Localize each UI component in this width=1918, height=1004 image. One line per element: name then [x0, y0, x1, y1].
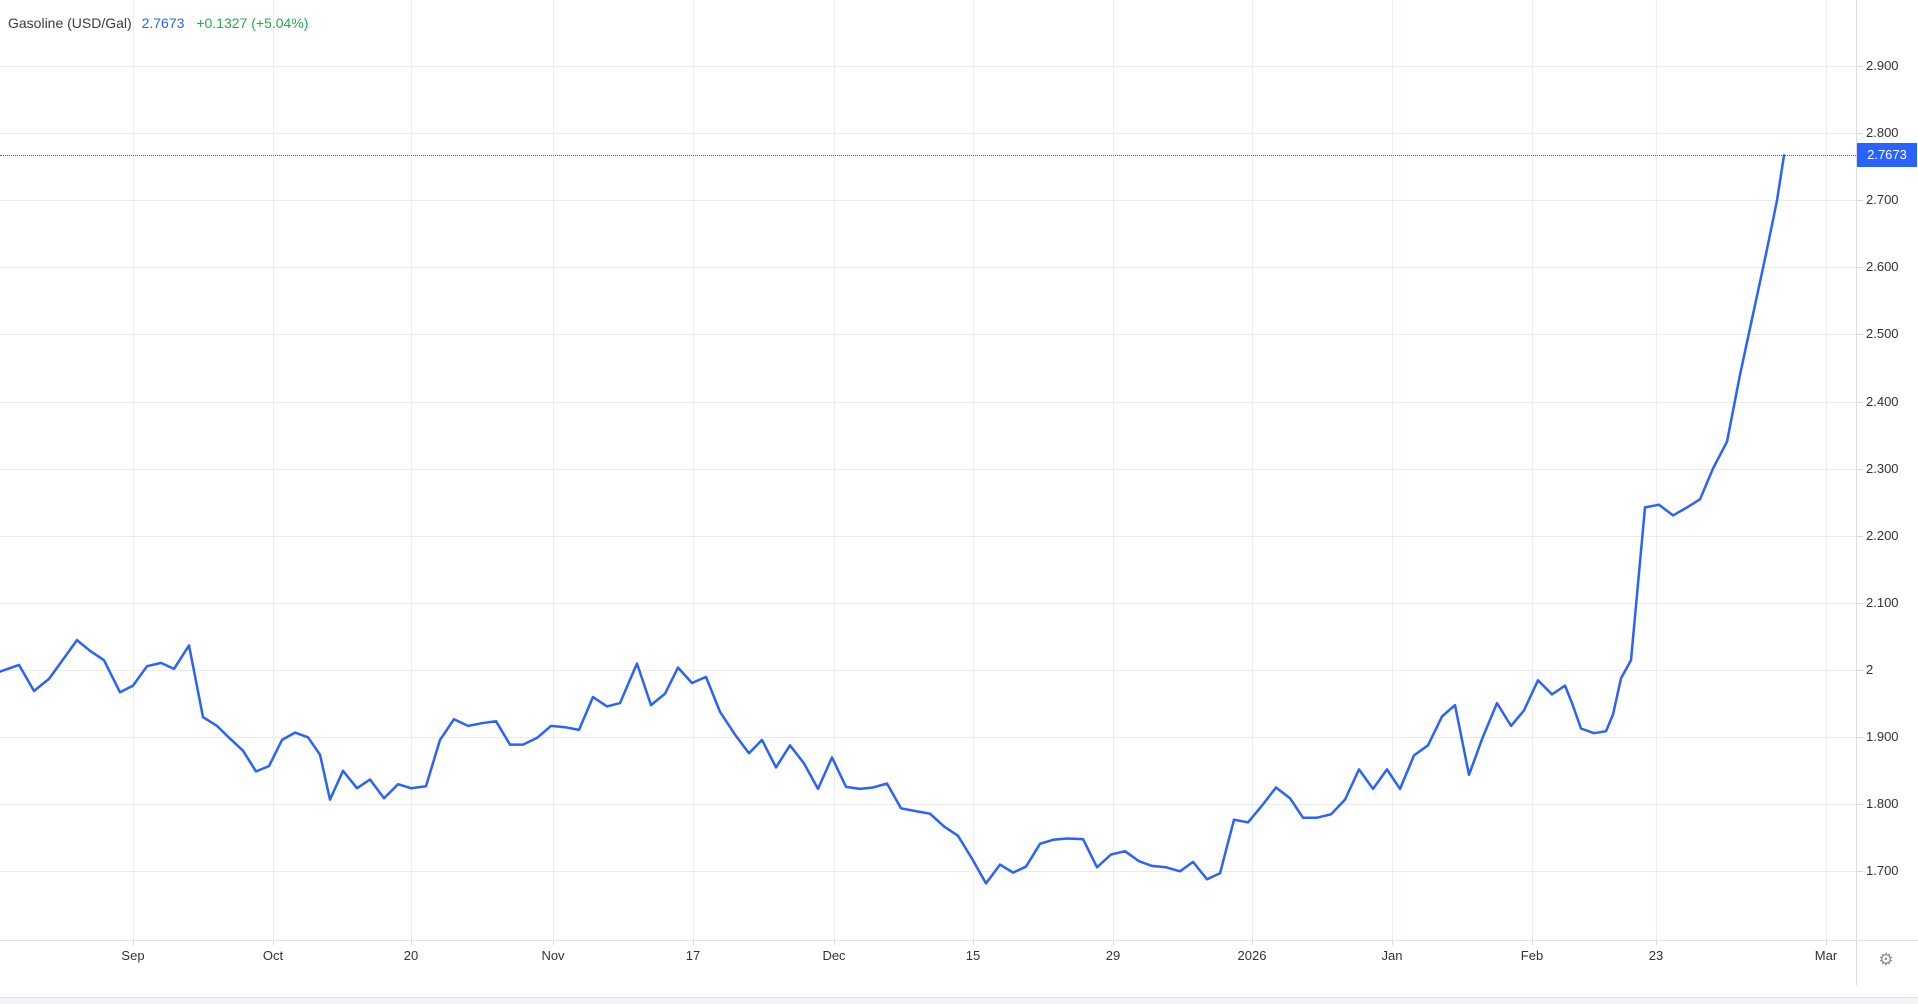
x-axis-tick-label: Nov	[541, 948, 565, 963]
time-axis[interactable]: Sep Oct 20 Nov 17 Dec 15 29 2026 Jan Feb 23 Mar	[0, 941, 1918, 997]
current-price-badge: 2.7673	[1857, 143, 1917, 168]
x-axis-tick-label: 17	[685, 948, 701, 963]
x-axis-tick-mark	[273, 941, 274, 945]
vertical-gridline	[973, 0, 974, 940]
y-axis-tick-mark	[1857, 334, 1863, 336]
y-axis-tick-mark	[1857, 803, 1863, 805]
y-axis-tick-mark	[1857, 535, 1863, 537]
y-axis-tick-label: 2.400	[1866, 393, 1899, 409]
horizontal-gridline	[0, 334, 1856, 336]
gasoline-series-line	[0, 154, 1786, 885]
y-axis-tick-label: 2.800	[1866, 125, 1899, 141]
y-axis-tick-label: 2.200	[1866, 527, 1899, 543]
y-axis-tick-mark	[1857, 66, 1863, 68]
price-change-value: +0.1327 (+5.04%)	[196, 15, 309, 31]
y-axis-tick-label: 2.500	[1866, 326, 1899, 342]
settings-gear-icon[interactable]: ⚙	[1878, 950, 1894, 969]
y-axis-tick-label: 1.900	[1866, 728, 1899, 744]
chart-legend: Gasoline (USD/Gal) 2.7673 +0.1327 (+5.04…	[8, 15, 308, 31]
y-axis-tick-mark	[1857, 267, 1863, 269]
x-axis-tick-label: Feb	[1520, 948, 1544, 963]
vertical-gridline	[273, 0, 274, 940]
vertical-gridline	[133, 0, 134, 940]
y-axis-tick-mark	[1857, 736, 1863, 738]
x-axis-tick-mark	[1252, 941, 1253, 945]
price-line-chart	[0, 154, 1786, 885]
horizontal-gridline	[0, 669, 1856, 671]
horizontal-gridline	[0, 468, 1856, 470]
y-axis-tick-label: 2.700	[1866, 192, 1899, 208]
vertical-gridline	[693, 0, 694, 940]
x-axis-tick-label: 15	[965, 948, 981, 963]
vertical-gridline	[834, 0, 835, 940]
horizontal-gridline	[0, 602, 1856, 604]
y-axis-tick-label: 2.600	[1866, 259, 1899, 275]
y-axis-tick-mark	[1857, 870, 1863, 872]
horizontal-gridline	[0, 736, 1856, 738]
x-axis-tick-label: 23	[1648, 948, 1664, 963]
y-axis-tick-mark	[1857, 468, 1863, 470]
y-axis-tick-label: 2.100	[1866, 594, 1899, 610]
x-axis-separator-line	[0, 940, 1918, 941]
y-axis-tick-mark	[1857, 602, 1863, 604]
x-axis-tick-mark	[133, 941, 134, 945]
vertical-gridline	[1252, 0, 1253, 940]
vertical-gridline	[1656, 0, 1657, 940]
price-axis[interactable]: 2.7673 2.900 2.800 2.700 2.600 2.500 2.400 2.3…	[1857, 0, 1918, 940]
x-axis-tick-mark	[553, 941, 554, 945]
vertical-gridline	[1113, 0, 1114, 940]
horizontal-gridline	[0, 66, 1856, 68]
vertical-gridline	[1826, 0, 1827, 940]
vertical-gridline	[553, 0, 554, 940]
x-axis-tick-mark	[973, 941, 974, 945]
x-axis-tick-mark	[411, 941, 412, 945]
current-price-dotted-line	[0, 155, 1856, 157]
horizontal-gridline	[0, 870, 1856, 872]
chart-plot-area[interactable]: Gasoline (USD/Gal) 2.7673 +0.1327 (+5.04…	[0, 0, 1856, 940]
x-axis-tick-mark	[1826, 941, 1827, 945]
last-price-value: 2.7673	[141, 15, 185, 31]
x-axis-tick-mark	[834, 941, 835, 945]
x-axis-tick-label: Oct	[262, 948, 284, 963]
instrument-title: Gasoline (USD/Gal)	[8, 15, 132, 31]
vertical-gridline	[411, 0, 412, 940]
x-axis-tick-mark	[1392, 941, 1393, 945]
x-axis-tick-mark	[693, 941, 694, 945]
y-axis-tick-label: 1.700	[1866, 862, 1899, 878]
y-axis-tick-mark	[1857, 133, 1863, 135]
horizontal-gridline	[0, 535, 1856, 537]
y-axis-tick-label: 2.300	[1866, 460, 1899, 476]
x-axis-tick-label: Sep	[121, 948, 145, 963]
horizontal-gridline	[0, 401, 1856, 403]
y-axis-tick-label: 2.900	[1866, 58, 1899, 74]
y-axis-tick-mark	[1857, 669, 1863, 671]
x-axis-tick-label: 2026	[1237, 948, 1267, 963]
horizontal-gridline	[0, 200, 1856, 202]
horizontal-gridline	[0, 267, 1856, 269]
horizontal-gridline	[0, 133, 1856, 135]
y-axis-tick-mark	[1857, 200, 1863, 202]
x-axis-tick-mark	[1532, 941, 1533, 945]
vertical-gridline	[1532, 0, 1533, 940]
y-axis-tick-mark	[1857, 401, 1863, 403]
x-axis-tick-label: 20	[403, 948, 419, 963]
horizontal-gridline	[0, 803, 1856, 805]
x-axis-tick-mark	[1656, 941, 1657, 945]
x-axis-tick-label: Dec	[822, 948, 846, 963]
bottom-panel-edge	[0, 997, 1918, 1004]
y-axis-separator-line	[1856, 0, 1857, 985]
vertical-gridline	[1392, 0, 1393, 940]
x-axis-tick-mark	[1113, 941, 1114, 945]
y-axis-tick-label: 1.800	[1866, 795, 1899, 811]
x-axis-tick-label: Jan	[1381, 948, 1403, 963]
x-axis-tick-label: Mar	[1814, 948, 1838, 963]
x-axis-tick-label: 29	[1105, 948, 1121, 963]
y-axis-tick-label: 2	[1866, 661, 1874, 677]
